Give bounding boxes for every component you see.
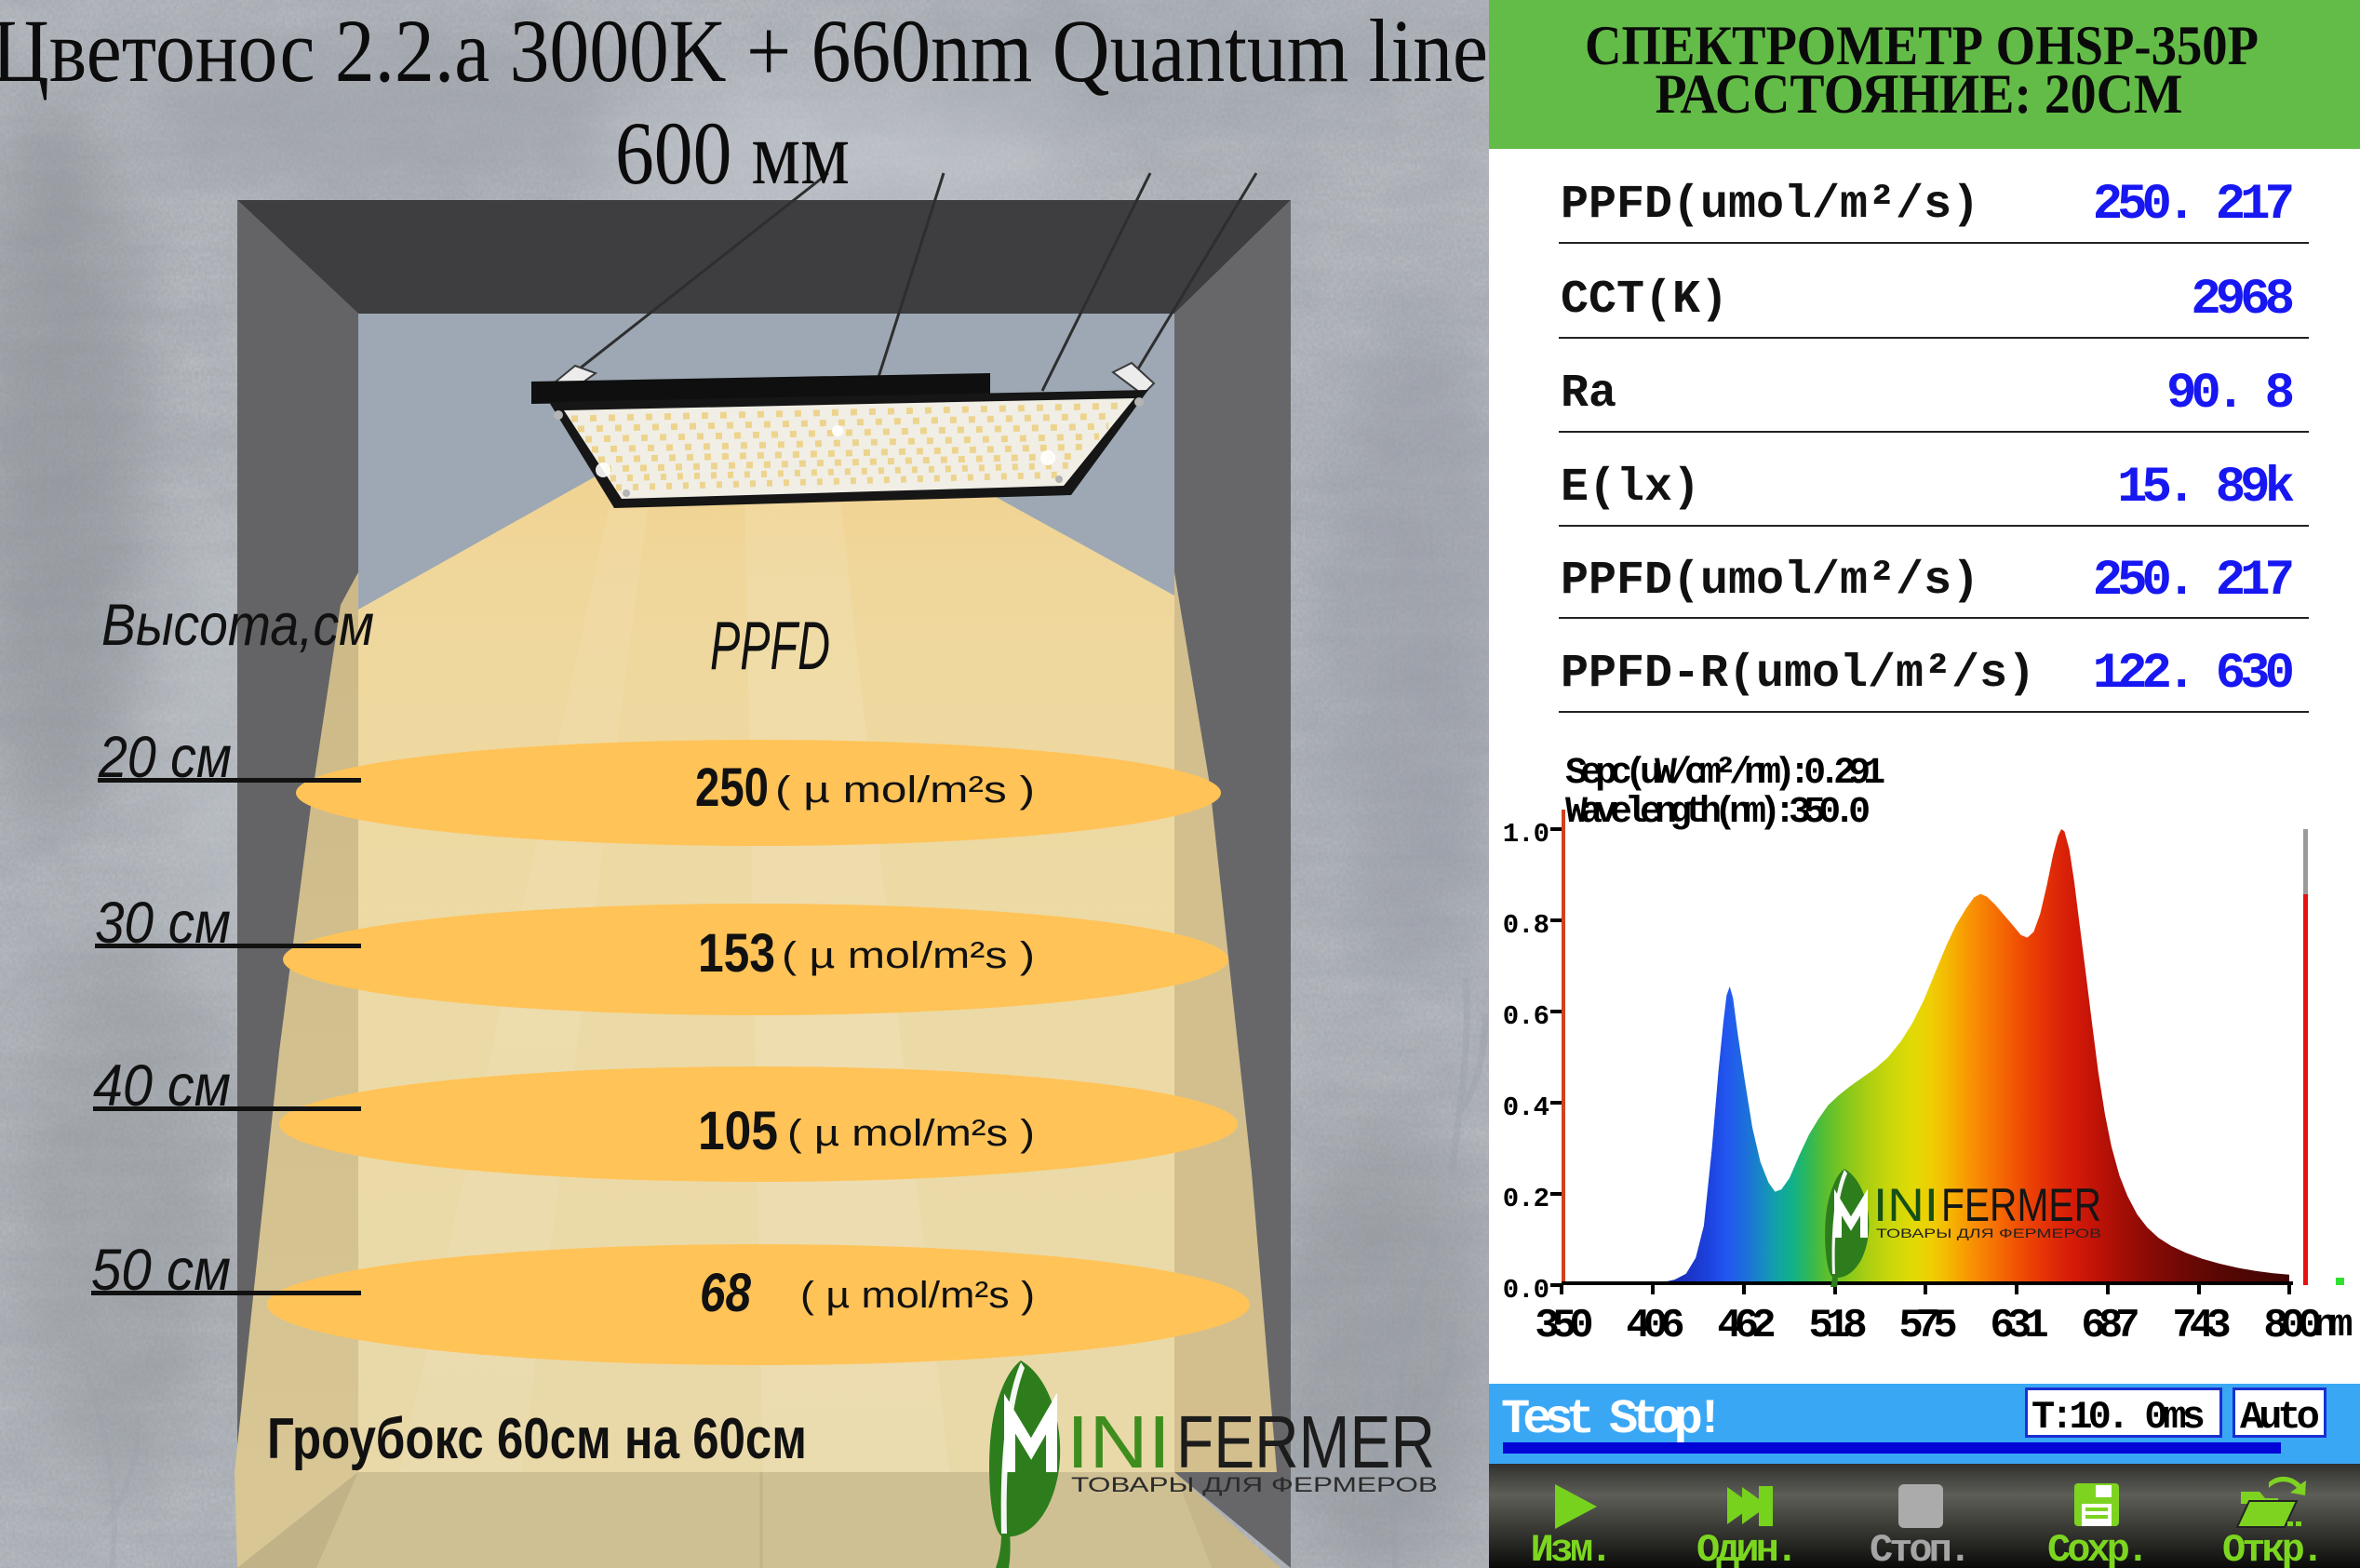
svg-text:406: 406 xyxy=(1626,1303,1683,1349)
svg-text:153: 153 xyxy=(698,923,775,984)
svg-text:( µ mol/m²s ): ( µ mol/m²s ) xyxy=(787,1113,1035,1154)
svg-text:631: 631 xyxy=(1990,1303,2047,1349)
svg-text:Стоп.: Стоп. xyxy=(1870,1528,1968,1568)
svg-text:0.6: 0.6 xyxy=(1503,1001,1549,1032)
svg-text:Один.: Один. xyxy=(1696,1528,1795,1568)
svg-text:( µ mol/m²s ): ( µ mol/m²s ) xyxy=(782,935,1035,976)
svg-text:РАССТОЯНИЕ: 20СМ: РАССТОЯНИЕ: 20СМ xyxy=(1656,63,2183,125)
svg-text:600 мм: 600 мм xyxy=(615,103,850,203)
svg-text:105: 105 xyxy=(698,1101,778,1161)
svg-text:FERMER: FERMER xyxy=(1941,1179,2101,1231)
svg-text:40 см: 40 см xyxy=(93,1053,231,1119)
svg-text:687: 687 xyxy=(2081,1303,2138,1349)
svg-text:0.8: 0.8 xyxy=(1503,910,1549,941)
svg-text:518: 518 xyxy=(1808,1303,1866,1349)
svg-text:575: 575 xyxy=(1898,1303,1956,1349)
svg-text:ТОВАРЫ ДЛЯ ФЕРМЕРОВ: ТОВАРЫ ДЛЯ ФЕРМЕРОВ xyxy=(1071,1473,1438,1496)
svg-text:INI: INI xyxy=(1066,1400,1171,1483)
svg-text:Высота,см: Высота,см xyxy=(101,593,374,658)
svg-text:Wavelength(nm):350.0: Wavelength(nm):350.0 xyxy=(1565,792,1869,834)
svg-text:( µ mol/m²s ): ( µ mol/m²s ) xyxy=(800,1275,1035,1316)
svg-text:30 см: 30 см xyxy=(95,891,231,956)
svg-text:PPFD: PPFD xyxy=(710,609,830,684)
svg-text:СПЕКТРОМЕТР OHSP-350P: СПЕКТРОМЕТР OHSP-350P xyxy=(1585,15,2259,76)
svg-text:462: 462 xyxy=(1717,1303,1774,1349)
svg-text:0.4: 0.4 xyxy=(1503,1092,1549,1123)
svg-text:50 см: 50 см xyxy=(91,1238,231,1303)
svg-text:Изм.: Изм. xyxy=(1531,1528,1610,1568)
svg-text:ТОВАРЫ ДЛЯ ФЕРМЕРОВ: ТОВАРЫ ДЛЯ ФЕРМЕРОВ xyxy=(1876,1226,2101,1240)
svg-text:Цветонос 2.2.а 3000K + 660nm Q: Цветонос 2.2.а 3000K + 660nm Quantum lin… xyxy=(0,1,1488,101)
svg-text:nm: nm xyxy=(2313,1303,2352,1347)
svg-text:250: 250 xyxy=(695,757,769,818)
svg-text:0.2: 0.2 xyxy=(1503,1184,1549,1214)
svg-text:68: 68 xyxy=(700,1263,752,1323)
svg-text:743: 743 xyxy=(2172,1303,2230,1349)
svg-text:20 см: 20 см xyxy=(98,725,232,790)
svg-text:1.0: 1.0 xyxy=(1503,819,1549,850)
svg-text:Sepc(uW/cm²/nm):0.291: Sepc(uW/cm²/nm):0.291 xyxy=(1565,753,1884,795)
svg-text:Гроубокс 60см на 60см: Гроубокс 60см на 60см xyxy=(267,1407,807,1471)
svg-text:0.0: 0.0 xyxy=(1503,1275,1549,1306)
svg-text:Откр.: Откр. xyxy=(2222,1528,2321,1568)
svg-text:Сохр.: Сохр. xyxy=(2047,1528,2146,1568)
svg-text:FERMER: FERMER xyxy=(1176,1400,1435,1483)
svg-text:( µ mol/m²s ): ( µ mol/m²s ) xyxy=(775,770,1035,811)
svg-text:800: 800 xyxy=(2263,1303,2320,1349)
svg-text:INI: INI xyxy=(1873,1179,1938,1231)
svg-text:350: 350 xyxy=(1535,1303,1591,1349)
